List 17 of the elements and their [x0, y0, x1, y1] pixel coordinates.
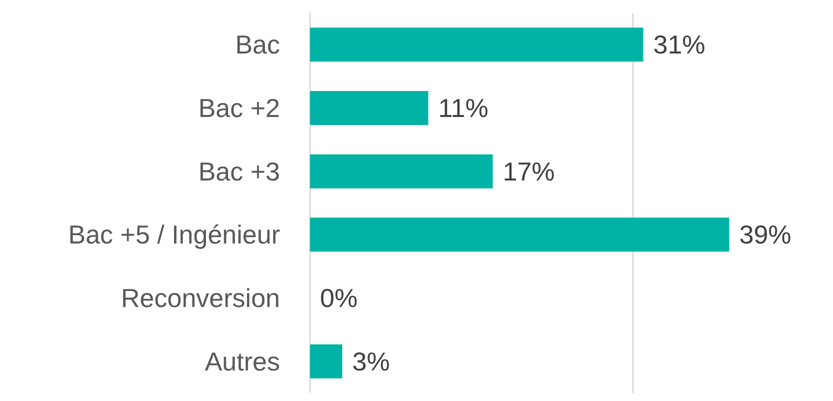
data-label: 3% — [352, 346, 390, 376]
y-tick-label: Bac +2 — [198, 93, 280, 123]
y-tick-label: Autres — [204, 346, 280, 376]
y-tick-label: Bac — [235, 30, 280, 60]
data-label: 17% — [502, 156, 555, 186]
bar — [310, 218, 730, 252]
data-label: 31% — [653, 30, 706, 60]
data-label: 39% — [739, 220, 792, 250]
y-tick-label: Bac +3 — [198, 156, 280, 186]
bar — [310, 154, 493, 188]
data-label: 0% — [320, 283, 358, 313]
y-tick-label: Bac +5 / Ingénieur — [68, 220, 280, 250]
bar — [310, 28, 644, 62]
data-label: 11% — [438, 93, 488, 123]
bar — [310, 91, 428, 125]
bar — [310, 344, 342, 378]
y-tick-label: Reconversion — [121, 283, 280, 313]
